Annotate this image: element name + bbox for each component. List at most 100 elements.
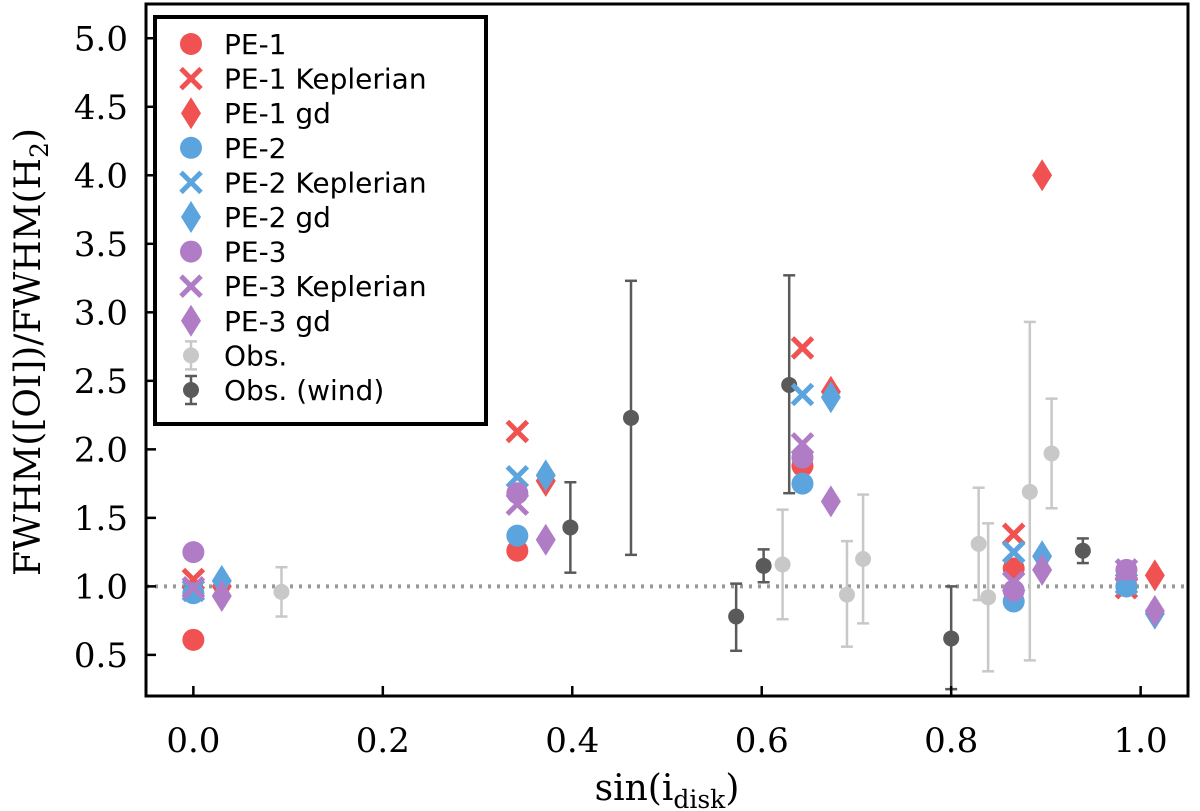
data-point-pe-1-gd — [1032, 159, 1053, 192]
legend-label: Obs. (wind) — [224, 374, 384, 407]
series-pe-3 — [182, 446, 1138, 602]
y-tick-label: 4.0 — [74, 156, 128, 196]
legend-label: PE-3 — [224, 236, 287, 269]
data-point-pe-2-keplerian — [790, 382, 815, 407]
data-point-pe-3-gd — [820, 485, 841, 518]
data-point-marker — [980, 589, 997, 606]
data-point-pe-1-keplerian — [1001, 522, 1026, 547]
data-point-pe-1-keplerian — [505, 419, 530, 444]
legend-frame — [153, 15, 488, 426]
legend-label: PE-2 Keplerian — [224, 166, 427, 199]
legend-label: PE-2 — [224, 132, 287, 165]
legend-marker — [179, 66, 203, 91]
data-point-marker — [943, 630, 960, 647]
data-point-marker — [273, 583, 290, 600]
data-point-pe-2-gd — [820, 381, 841, 414]
data-point-pe-2 — [791, 472, 814, 495]
data-point-marker — [1021, 483, 1038, 500]
data-point-marker — [562, 519, 579, 536]
data-point-obs — [1021, 320, 1038, 662]
data-point-obs — [980, 522, 997, 673]
data-point-obs — [1043, 397, 1060, 510]
x-tick-label: 0.8 — [924, 721, 978, 761]
data-point-pe-3-keplerian — [1001, 570, 1026, 595]
legend-marker — [180, 136, 202, 159]
data-point-marker — [1074, 542, 1091, 559]
data-layer — [181, 159, 1165, 691]
legend-item-pe-2-keplerian: PE-2 Keplerian — [179, 166, 427, 199]
data-point-pe-3-keplerian — [505, 492, 530, 516]
legend-item-pe-3: PE-3 — [180, 236, 287, 269]
legend-item-pe-2-gd: PE-2 gd — [181, 201, 331, 234]
data-point-pe-3-keplerian — [790, 432, 815, 456]
data-point-marker — [728, 608, 745, 625]
data-point-pe-3-gd — [211, 579, 232, 612]
y-tick-label: 2.0 — [74, 430, 128, 470]
data-point-marker — [838, 586, 855, 603]
legend-item-pe-1-keplerian: PE-1 Keplerian — [179, 63, 427, 96]
data-point-obs — [970, 486, 987, 602]
x-axis-label: sin(idisk) — [595, 768, 740, 811]
legend-label: PE-2 gd — [224, 201, 331, 234]
data-point-marker — [1043, 445, 1060, 462]
data-point-obs — [273, 565, 290, 618]
data-point-marker — [781, 376, 798, 393]
y-axis-label: FWHM([OI])/FWHM(H2) — [8, 128, 54, 576]
data-point-marker — [755, 557, 772, 574]
plot-frame — [144, 2, 1190, 698]
data-point-marker — [774, 556, 791, 573]
legend-label: PE-3 gd — [224, 305, 331, 338]
legend-marker — [183, 347, 199, 364]
data-point-obs — [774, 508, 791, 621]
data-point-obs-wind — [943, 585, 960, 691]
legend-item-pe-3-gd: PE-3 gd — [181, 304, 331, 338]
data-point-pe-2 — [506, 524, 529, 547]
data-point-obs — [838, 539, 855, 648]
data-point-obs — [855, 493, 872, 625]
x-tick-label: 0.0 — [166, 721, 220, 761]
tick-layer: 0.0 0.2 0.4 0.6 0.8 1.0 0.5 1.0 1.5 2.0 2.5 3.0 3.5 4… — [74, 19, 1168, 761]
legend-marker — [181, 97, 201, 130]
legend-item-pe-1-gd: PE-1 gd — [181, 97, 331, 130]
x-tick-label: 1.0 — [1114, 721, 1168, 761]
data-point-marker — [623, 409, 640, 426]
data-point-pe-3-gd — [1032, 553, 1053, 586]
series-pe-3-keplerian — [181, 432, 1139, 600]
data-point-pe-2-keplerian — [505, 464, 530, 489]
data-point-marker — [855, 550, 872, 567]
data-point-pe-1-keplerian — [790, 336, 815, 360]
data-point-obs-wind — [623, 279, 640, 557]
legend-marker — [179, 274, 203, 298]
series-obs — [273, 320, 1060, 673]
legend-label: Obs. — [224, 339, 287, 372]
legend-marker — [179, 170, 203, 195]
legend-label: PE-1 Keplerian — [224, 63, 427, 96]
data-point-pe-1 — [506, 539, 529, 562]
series-pe-3-gd — [211, 485, 1165, 628]
data-point-pe-1-gd — [1144, 559, 1165, 592]
data-point-pe-3-keplerian — [181, 575, 206, 600]
y-tick-label: 4.5 — [74, 88, 128, 128]
legend-marker — [181, 304, 201, 337]
y-tick-label: 2.5 — [74, 362, 128, 402]
data-point-marker — [970, 535, 987, 552]
series-pe-1 — [182, 454, 1138, 651]
legend-item-obs: Obs. — [183, 339, 287, 372]
legend-item-pe-1: PE-1 — [180, 28, 287, 61]
y-tick-label: 0.5 — [74, 636, 128, 676]
y-tick-label: 1.0 — [74, 567, 128, 607]
legend-marker — [180, 33, 202, 55]
legend-label: PE-1 gd — [224, 97, 331, 130]
data-point-obs-wind — [728, 582, 745, 653]
legend-marker — [180, 240, 202, 263]
legend-item-pe-3-keplerian: PE-3 Keplerian — [179, 270, 427, 303]
y-tick-label: 3.0 — [74, 293, 128, 333]
data-point-pe-3-gd — [1144, 595, 1165, 628]
data-point-obs-wind — [1074, 537, 1091, 565]
x-tick-label: 0.2 — [356, 721, 410, 761]
y-tick-label: 5.0 — [74, 19, 128, 59]
data-point-pe-3 — [182, 541, 205, 564]
y-tick-label: 1.5 — [74, 499, 128, 539]
